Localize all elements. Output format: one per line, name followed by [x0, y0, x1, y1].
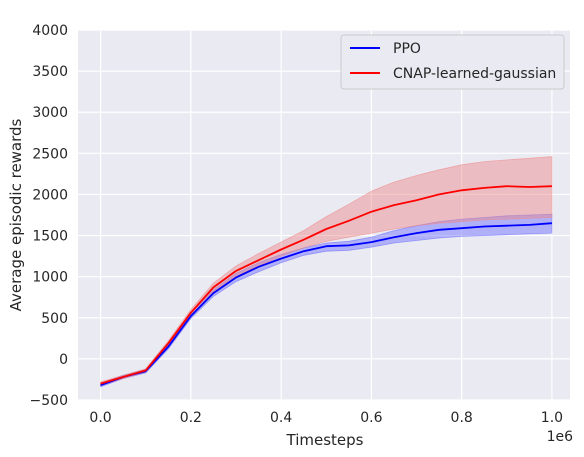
y-tick-label: 1000	[32, 270, 68, 286]
legend-label-cnap: CNAP-learned-gaussian	[393, 66, 556, 82]
plot-background	[78, 30, 570, 400]
legend: PPO CNAP-learned-gaussian	[340, 34, 565, 90]
y-tick-label: −500	[30, 393, 68, 409]
band-cnap	[100, 156, 553, 386]
y-tick-labels: −500 0 500 1000 1500 2000 2500 3000 3500 4000	[30, 23, 68, 409]
y-tick-label: 1500	[32, 229, 68, 245]
y-tick-label: 500	[41, 311, 68, 327]
y-tick-label: 4000	[32, 23, 68, 39]
series-lines	[100, 185, 552, 387]
grid	[78, 29, 570, 401]
legend-label-ppo: PPO	[393, 41, 421, 57]
x-tick-label: 0.4	[270, 410, 292, 426]
x-tick-label: 0.2	[180, 410, 202, 426]
y-axis-title: Average episodic rewards	[7, 118, 25, 311]
x-tick-label: 0.0	[89, 410, 111, 426]
x-offset-label: 1e6	[547, 429, 574, 445]
line-ppo	[100, 222, 552, 387]
x-axis-title: Timesteps	[286, 431, 364, 449]
legend-box	[340, 34, 565, 90]
x-tick-label: 0.8	[451, 410, 473, 426]
y-tick-label: 0	[59, 352, 68, 368]
x-tick-label: 1.0	[541, 410, 563, 426]
y-tick-label: 2000	[32, 187, 68, 203]
x-tick-labels: 0.0 0.2 0.4 0.6 0.8 1.0	[89, 410, 563, 426]
band-ppo	[100, 213, 553, 388]
confidence-bands	[100, 156, 553, 388]
x-tick-label: 0.6	[360, 410, 382, 426]
y-tick-label: 3000	[32, 105, 68, 121]
y-tick-label: 2500	[32, 146, 68, 162]
line-cnap	[100, 185, 552, 385]
y-tick-label: 3500	[32, 64, 68, 80]
